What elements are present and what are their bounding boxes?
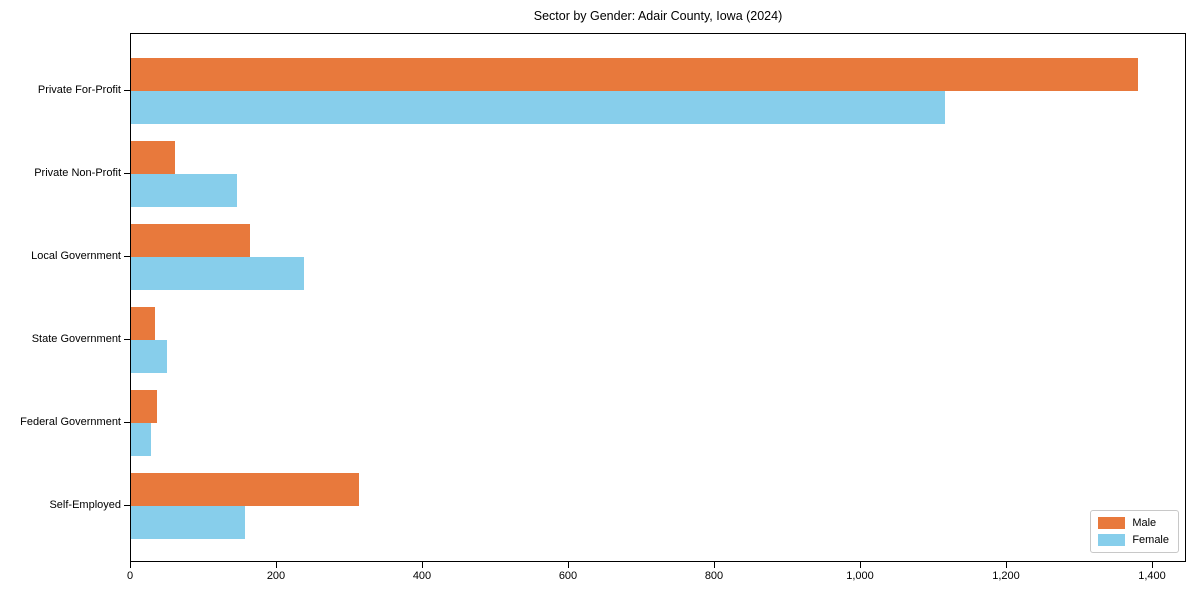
y-tick-mark (124, 256, 130, 257)
y-tick-mark (124, 422, 130, 423)
bar-female-private-for-profit (131, 91, 945, 124)
bar-male-private-non-profit (131, 141, 175, 174)
bar-male-local-government (131, 224, 250, 257)
x-tick-label-0: 0 (126, 570, 134, 582)
y-tick-mark (124, 339, 130, 340)
legend-item-female: Female (1098, 534, 1169, 546)
x-tick-label-1-000: 1,000 (846, 570, 874, 582)
bar-female-private-non-profit (131, 174, 237, 207)
y-tick-label-private-for-profit: Private For-Profit (37, 84, 121, 96)
x-tick-label-200: 200 (266, 570, 286, 582)
bar-male-private-for-profit (131, 58, 1138, 91)
y-tick-label-federal-government: Federal Government (20, 416, 121, 428)
x-tick-label-1-400: 1,400 (1138, 570, 1166, 582)
x-tick-label-1-200: 1,200 (992, 570, 1020, 582)
bar-male-federal-government (131, 390, 157, 423)
x-tick-label-400: 400 (412, 570, 432, 582)
chart-title: Sector by Gender: Adair County, Iowa (20… (533, 9, 783, 23)
x-tick-mark (276, 562, 277, 568)
x-tick-mark (1006, 562, 1007, 568)
bar-female-local-government (131, 257, 304, 290)
x-tick-mark (130, 562, 131, 568)
bar-male-self-employed (131, 473, 359, 506)
y-tick-label-state-government: State Government (31, 333, 121, 345)
x-tick-mark (714, 562, 715, 568)
x-tick-mark (422, 562, 423, 568)
y-tick-mark (124, 90, 130, 91)
legend-item-male: Male (1098, 517, 1169, 529)
legend: Male Female (1090, 510, 1179, 553)
legend-label-female: Female (1132, 534, 1169, 546)
x-tick-label-600: 600 (558, 570, 578, 582)
plot-area: Male Female (130, 33, 1186, 562)
legend-swatch-male (1098, 517, 1126, 529)
y-tick-mark (124, 173, 130, 174)
bar-female-federal-government (131, 423, 151, 456)
x-tick-label-800: 800 (704, 570, 724, 582)
x-tick-mark (568, 562, 569, 568)
bar-male-state-government (131, 307, 155, 340)
y-tick-label-private-non-profit: Private Non-Profit (34, 167, 121, 179)
y-tick-mark (124, 505, 130, 506)
x-tick-mark (1152, 562, 1153, 568)
y-tick-label-local-government: Local Government (31, 250, 121, 262)
y-tick-label-self-employed: Self-Employed (49, 499, 121, 511)
legend-swatch-female (1098, 534, 1126, 546)
legend-label-male: Male (1132, 517, 1157, 529)
x-tick-mark (860, 562, 861, 568)
bar-female-state-government (131, 340, 167, 373)
bar-female-self-employed (131, 506, 245, 539)
